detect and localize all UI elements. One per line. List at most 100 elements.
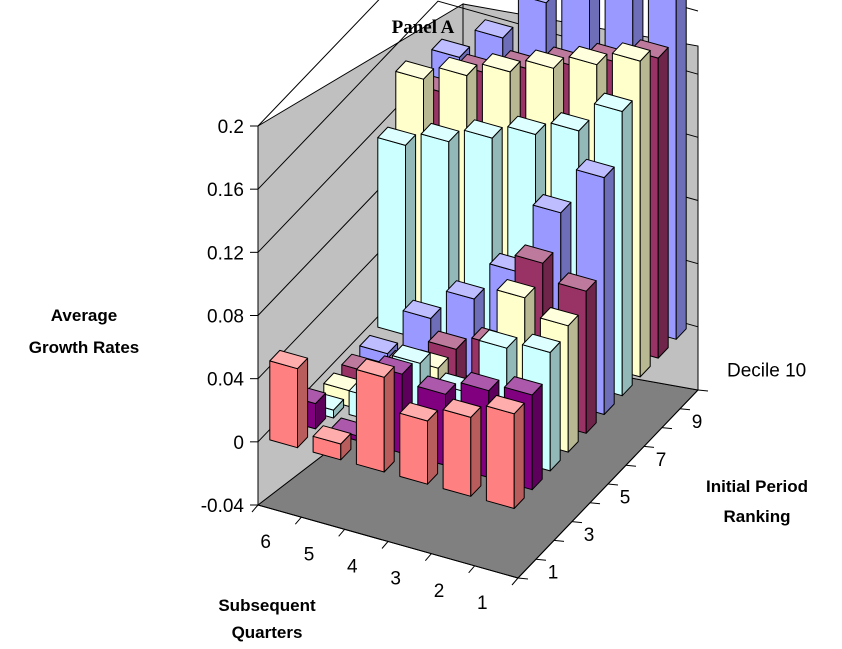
bar-top — [438, 56, 478, 77]
depth-tick-label: 7 — [656, 450, 667, 471]
depth-tick-label: 1 — [548, 563, 559, 584]
bar-top — [514, 244, 554, 264]
bar-top — [377, 126, 417, 146]
depth-tick-mark — [589, 502, 601, 505]
bar-side — [675, 0, 687, 340]
bar-top — [525, 49, 565, 69]
bar-top — [550, 112, 590, 132]
bar-decile-7-quarter-1 — [377, 126, 417, 336]
x-tick-mark — [468, 565, 476, 574]
bar-top — [521, 333, 561, 353]
x-axis-label-line2: Quarters — [232, 623, 303, 642]
bar-side — [383, 366, 395, 473]
bar-top — [575, 158, 615, 179]
bar-side — [621, 100, 633, 397]
bar-side — [297, 357, 309, 449]
z-tick-label: 0.2 — [218, 117, 244, 138]
x-tick-label: 5 — [304, 544, 315, 565]
z-axis-label: Average — [51, 306, 117, 325]
bar-front — [485, 405, 515, 509]
bar-front — [269, 360, 298, 449]
bar-top — [611, 42, 651, 62]
bar-side — [603, 166, 615, 415]
bar-decile-1-quarter-2 — [312, 425, 352, 461]
x-tick-mark — [424, 553, 432, 561]
depth-tick-mark — [571, 521, 583, 524]
bar-side — [549, 341, 561, 472]
depth-tick-label: 5 — [620, 487, 631, 508]
bar-top — [534, 0, 550, 4]
depth-tick-mark — [661, 427, 673, 430]
z-tick-label: 0.08 — [207, 307, 244, 328]
bar-top — [478, 329, 518, 349]
depth-axis-label: Initial Period — [706, 477, 808, 496]
bar-top — [507, 115, 547, 135]
bar-top — [312, 425, 352, 445]
bar-top — [539, 307, 579, 327]
bar-top — [395, 60, 435, 80]
bar-front — [399, 412, 428, 485]
z-tick-label: 0.16 — [207, 180, 244, 201]
bar-top — [355, 358, 395, 378]
depth-tick-label: 3 — [584, 525, 595, 546]
bar-top — [427, 330, 467, 350]
x-axis-label: Subsequent — [218, 596, 316, 615]
z-tick-label: -0.04 — [201, 496, 245, 517]
bar-top — [445, 280, 485, 300]
depth-tick-mark — [679, 408, 691, 411]
bar-side — [427, 410, 439, 485]
depth-axis-ticks: 1 3 5 7 9 Decile 10 — [517, 361, 806, 584]
depth-tick-label: 9 — [692, 412, 703, 433]
chart-title: Panel A — [392, 17, 455, 38]
bar-top — [557, 272, 597, 292]
bar-decile-1-quarter-6 — [485, 394, 525, 509]
x-tick-mark — [381, 541, 389, 549]
bar-top — [460, 371, 500, 392]
bar-top — [481, 53, 521, 73]
bar-top — [532, 194, 572, 214]
bar-top — [269, 349, 309, 370]
bar-side — [470, 406, 482, 497]
x-tick-label: 1 — [477, 593, 488, 614]
bar-top — [442, 398, 482, 418]
bar-top — [391, 344, 431, 364]
bar-side — [567, 314, 579, 453]
bar-top — [474, 19, 514, 39]
depth-tick-mark — [697, 389, 709, 392]
bar-decile-1-quarter-1 — [269, 349, 309, 449]
bar-decile-1-quarter-5 — [442, 398, 482, 497]
bar-top — [568, 45, 608, 66]
x-tick-label: 6 — [260, 532, 271, 553]
bar-front — [377, 137, 406, 336]
gridline — [257, 0, 699, 127]
z-tick-label: 0.04 — [207, 370, 244, 391]
bar-front — [355, 369, 385, 473]
depth-tick-mark — [607, 483, 619, 486]
depth-tick-mark — [517, 577, 529, 580]
x-axis-ticks: 6 5 4 3 2 1 — [251, 504, 519, 614]
x-tick-label: 3 — [390, 569, 401, 590]
bar-top — [593, 92, 633, 112]
z-tick-label: 0 — [233, 433, 244, 454]
depth-tick-mark — [643, 445, 655, 448]
z-tick-label: 0.12 — [207, 243, 244, 264]
bar-side — [657, 47, 669, 359]
x-tick-label: 2 — [434, 581, 445, 602]
bar-top — [399, 402, 439, 422]
x-tick-mark — [251, 504, 259, 513]
z-axis-ticks: -0.04 0 0.04 0.08 0.12 0.16 0.2 — [201, 117, 258, 517]
bar-side — [639, 50, 651, 378]
x-tick-mark — [511, 577, 519, 586]
bar-decile-1-quarter-3 — [355, 358, 395, 473]
bar-top — [503, 376, 543, 396]
bar-top — [431, 38, 471, 58]
bar-side — [585, 280, 597, 434]
bar-top — [402, 299, 442, 319]
z-axis-label-line2: Growth Rates — [29, 338, 140, 357]
depth-tick-mark — [535, 558, 547, 561]
bar-top — [463, 119, 503, 139]
depth-axis-label-line2: Ranking — [723, 507, 790, 526]
bar-top — [496, 279, 536, 299]
bar-top — [485, 394, 525, 415]
